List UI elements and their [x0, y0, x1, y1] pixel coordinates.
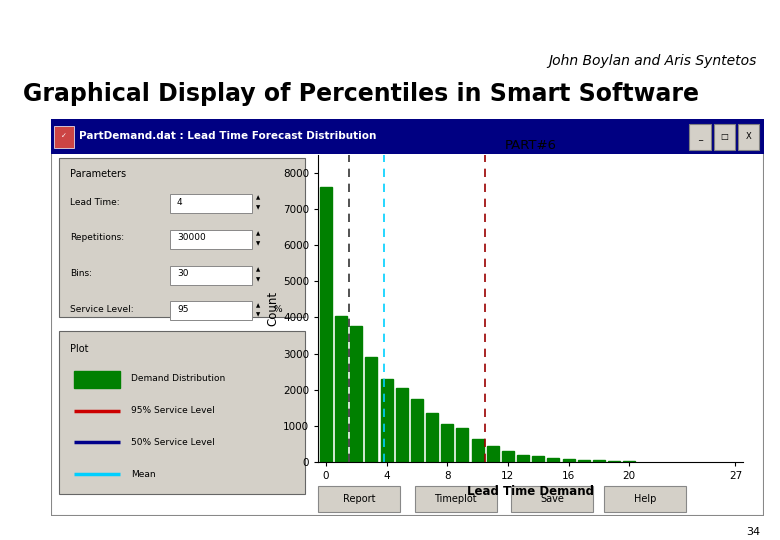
- Text: 95% Service Level: 95% Service Level: [130, 406, 215, 415]
- Bar: [411, 399, 423, 462]
- Text: Parameters: Parameters: [70, 170, 126, 179]
- Text: ▲: ▲: [256, 195, 260, 201]
- Bar: [170, 301, 252, 320]
- Text: Lead Time:: Lead Time:: [70, 198, 119, 207]
- Bar: [738, 124, 760, 150]
- Text: X: X: [746, 132, 752, 141]
- Bar: [593, 460, 605, 462]
- Text: ▲: ▲: [256, 232, 260, 237]
- Bar: [335, 315, 347, 462]
- Text: Graphical Display of Percentiles in Smart Software: Graphical Display of Percentiles in Smar…: [23, 83, 700, 106]
- Text: OR: OR: [35, 16, 62, 34]
- Bar: [562, 459, 575, 462]
- Text: ▼: ▼: [256, 206, 260, 211]
- Bar: [170, 194, 252, 213]
- Bar: [714, 124, 735, 150]
- Bar: [381, 379, 392, 462]
- Bar: [548, 458, 559, 462]
- Bar: [55, 126, 74, 148]
- Bar: [487, 446, 499, 462]
- Text: ▼: ▼: [256, 313, 260, 318]
- Bar: [170, 266, 252, 285]
- Text: Mean: Mean: [130, 469, 155, 478]
- Bar: [441, 424, 453, 462]
- Text: Help: Help: [633, 494, 656, 504]
- X-axis label: Lead Time Demand: Lead Time Demand: [467, 485, 594, 498]
- Bar: [426, 413, 438, 462]
- Bar: [502, 450, 514, 462]
- Title: PART#6: PART#6: [505, 139, 557, 152]
- Bar: [456, 428, 469, 462]
- Text: 30000: 30000: [177, 233, 206, 242]
- Bar: [608, 461, 620, 462]
- Text: Forty nine: Forty nine: [29, 49, 61, 55]
- Text: ▲: ▲: [256, 267, 260, 272]
- Text: 34: 34: [746, 527, 760, 537]
- Text: %: %: [273, 305, 282, 314]
- Bar: [604, 486, 686, 512]
- Bar: [59, 159, 306, 317]
- Text: Save: Save: [540, 494, 564, 504]
- Bar: [320, 187, 332, 462]
- Text: 95: 95: [177, 305, 189, 314]
- Bar: [511, 486, 593, 512]
- Text: PartDemand.dat : Lead Time Forecast Distribution: PartDemand.dat : Lead Time Forecast Dist…: [80, 131, 377, 141]
- Bar: [395, 388, 408, 462]
- Text: 30: 30: [177, 269, 189, 278]
- Text: Plot: Plot: [70, 344, 88, 354]
- Text: ▼: ▼: [256, 241, 260, 246]
- Text: _: _: [698, 132, 702, 141]
- Text: ✓: ✓: [62, 133, 67, 139]
- Text: 4: 4: [177, 198, 183, 207]
- Text: ▲: ▲: [256, 303, 260, 308]
- Bar: [623, 461, 635, 462]
- Bar: [365, 357, 378, 462]
- Bar: [350, 326, 363, 462]
- Text: □: □: [721, 132, 729, 141]
- Bar: [59, 331, 306, 494]
- Text: Demand Distribution: Demand Distribution: [130, 374, 225, 383]
- Bar: [517, 455, 529, 462]
- Bar: [690, 124, 711, 150]
- Bar: [415, 486, 497, 512]
- Bar: [532, 456, 544, 462]
- Text: Report: Report: [343, 494, 376, 504]
- Bar: [73, 371, 120, 388]
- Bar: [318, 486, 400, 512]
- Bar: [472, 438, 484, 462]
- Text: Bins:: Bins:: [70, 269, 92, 278]
- Bar: [51, 119, 764, 154]
- Text: Repetitions:: Repetitions:: [70, 233, 124, 242]
- Text: Service Level:: Service Level:: [70, 305, 133, 314]
- Text: ▼: ▼: [256, 277, 260, 282]
- Text: John Boylan and Aris Syntetos: John Boylan and Aris Syntetos: [548, 53, 757, 68]
- Text: Timeplot: Timeplot: [434, 494, 477, 504]
- Bar: [170, 230, 252, 249]
- Text: 50% Service Level: 50% Service Level: [130, 438, 215, 447]
- Y-axis label: Count: Count: [266, 291, 279, 326]
- Bar: [578, 460, 590, 462]
